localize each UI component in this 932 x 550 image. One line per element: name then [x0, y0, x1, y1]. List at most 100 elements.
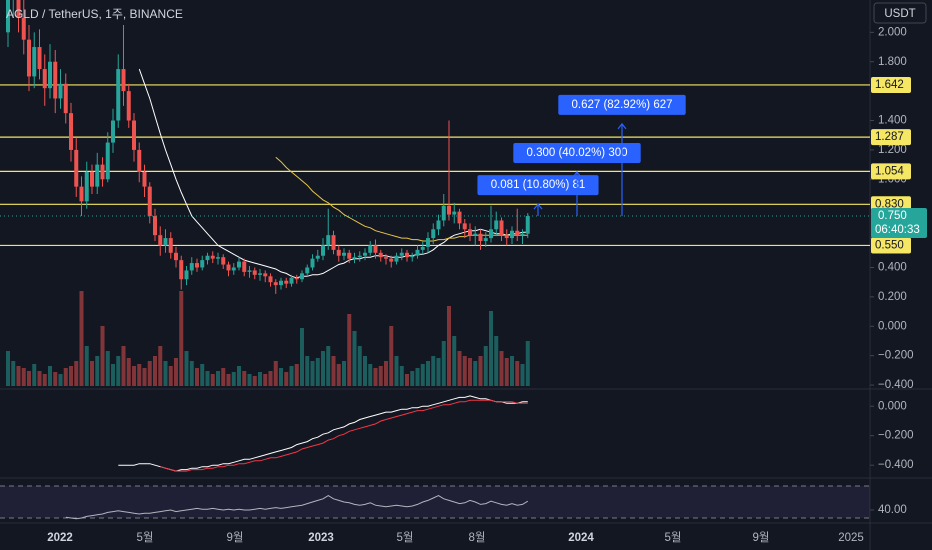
- candle-body: [137, 149, 142, 172]
- volume-bar: [142, 368, 147, 386]
- candle-body: [321, 245, 325, 256]
- candle-body: [189, 263, 194, 271]
- candle-body: [394, 255, 399, 262]
- price-panel: 0.081 (10.80%) 81 0.300 (40.02%) 300 0.627…: [0, 0, 870, 386]
- volume-bar: [11, 361, 16, 386]
- candle-body: [525, 216, 530, 234]
- volume-bar: [515, 361, 520, 386]
- candle-body: [273, 282, 278, 286]
- volume-bar: [163, 361, 168, 386]
- volume-bar: [153, 356, 157, 386]
- candle-body: [37, 47, 42, 70]
- measure-label: 0.081 (10.80%) 81: [491, 179, 586, 191]
- volume-bar: [231, 372, 236, 386]
- candle-body: [184, 270, 189, 280]
- volume-bar: [226, 374, 231, 386]
- volume-bar: [447, 306, 451, 386]
- y-tick-label: 0.400: [878, 262, 907, 274]
- y-tick-label: 0.000: [878, 400, 907, 412]
- level-label: 0.550: [875, 239, 904, 251]
- candle-body: [389, 258, 394, 262]
- volume-bar: [111, 364, 115, 386]
- x-tick-label: 2023: [308, 532, 334, 544]
- axes: 2.0001.8001.4001.2001.0000.6000.4000.200…: [47, 26, 927, 544]
- volume-bar: [279, 368, 283, 386]
- candle-body: [284, 280, 289, 284]
- candle-body: [405, 252, 409, 258]
- volume-bar: [473, 361, 478, 386]
- candle-body: [384, 257, 388, 259]
- candle-body: [504, 235, 509, 239]
- volume-bar: [37, 371, 42, 386]
- volume-bar: [520, 364, 525, 386]
- x-tick-label: 2024: [568, 532, 594, 544]
- level-label: 1.054: [875, 165, 904, 177]
- volume-bar: [510, 356, 514, 386]
- y-tick-label: −0.200: [878, 430, 914, 442]
- measure-arrowhead: [617, 122, 627, 130]
- volume-bar: [452, 336, 457, 386]
- candle-body: [226, 264, 231, 271]
- chart-title: AGLD / TetherUS, 1주, BINANCE: [6, 7, 183, 21]
- candle-body: [326, 235, 331, 246]
- candle-body: [352, 257, 357, 259]
- volume-bar: [32, 364, 37, 386]
- candle-body: [48, 61, 52, 89]
- candle-body: [468, 229, 472, 236]
- y-tick-label: −0.400: [878, 459, 914, 471]
- measure-label-box: [477, 175, 599, 196]
- candle-body: [336, 249, 341, 256]
- candle-body: [147, 186, 152, 217]
- candle-body: [79, 186, 84, 202]
- volume-bar: [200, 364, 205, 386]
- currency-button[interactable]: [873, 2, 927, 24]
- candle-body: [84, 171, 89, 202]
- y-tick-label: −0.200: [878, 350, 914, 362]
- last-price-box: [871, 208, 927, 239]
- candle-body: [121, 69, 126, 92]
- volume-bar: [237, 366, 241, 386]
- measure-label: 0.300 (40.02%) 300: [526, 147, 627, 159]
- candle-body: [279, 280, 283, 286]
- x-tick-label: 8월: [469, 531, 486, 544]
- candle-body: [452, 211, 457, 215]
- volume-bar: [384, 361, 388, 386]
- candle-body: [179, 260, 184, 280]
- volume-bar: [415, 368, 420, 386]
- candle-body: [247, 270, 252, 272]
- moving-average: [138, 68, 528, 279]
- candle-body: [305, 267, 310, 274]
- y-tick-label: 1.200: [878, 144, 907, 156]
- volume-bar: [189, 361, 194, 386]
- rsi-panel: [0, 485, 870, 520]
- candle-body: [357, 255, 362, 258]
- candle-body: [420, 246, 425, 250]
- candle-body: [237, 261, 241, 268]
- candle-body: [205, 255, 210, 261]
- candle-body: [310, 258, 315, 268]
- volume-bar: [132, 366, 136, 386]
- volume-bar: [347, 314, 352, 386]
- currency-label[interactable]: USDT: [884, 8, 915, 20]
- y-tick-label: 1.800: [878, 56, 907, 68]
- volume-bar: [489, 311, 493, 386]
- volume-bar: [494, 336, 499, 386]
- volume-bar: [216, 371, 220, 386]
- candle-body: [242, 261, 247, 272]
- candle-body: [520, 233, 525, 236]
- candle-body: [6, 0, 10, 33]
- candle-body: [210, 255, 215, 259]
- candle-body: [483, 238, 488, 242]
- volume-bar: [378, 366, 383, 386]
- volume-bar: [468, 358, 472, 386]
- candle-body: [331, 235, 336, 250]
- volume-bar: [74, 361, 79, 386]
- volume-bar: [84, 346, 89, 386]
- candle-body: [63, 83, 68, 114]
- candle-body: [32, 47, 37, 77]
- volume-bar: [499, 351, 504, 386]
- volume-bar: [525, 341, 530, 386]
- volume-bar: [42, 374, 47, 386]
- candle-body: [431, 229, 436, 239]
